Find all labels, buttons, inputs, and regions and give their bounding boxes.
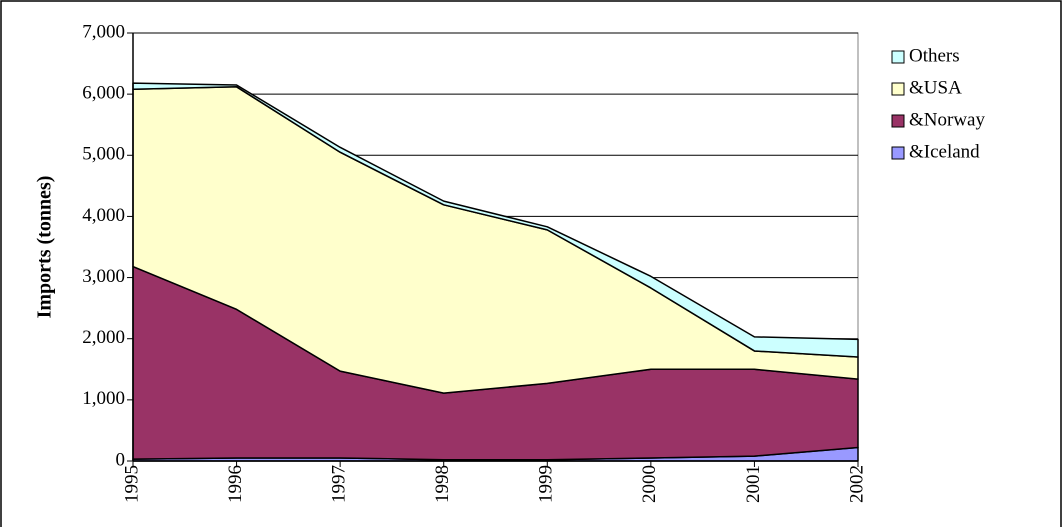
x-tick-label: 2001 <box>743 465 764 503</box>
legend-swatch <box>891 146 905 160</box>
x-tick-label: 1996 <box>225 465 246 503</box>
x-tick-label: 1995 <box>121 465 142 503</box>
legend-label: &Iceland <box>909 141 980 162</box>
legend-label: &Norway <box>909 109 985 130</box>
legend-swatch <box>891 82 905 96</box>
y-tick-label: 3,000 <box>82 266 125 287</box>
legend-swatch <box>891 50 905 64</box>
y-axis-label: Imports (tonnes) <box>34 176 56 319</box>
y-tick-label: 4,000 <box>82 205 125 226</box>
y-tick-label: 0 <box>116 449 126 470</box>
y-tick-label: 2,000 <box>82 327 125 348</box>
y-tick-label: 1,000 <box>82 388 125 409</box>
legend-label: Others <box>909 45 960 66</box>
x-tick-label: 1997 <box>329 465 350 503</box>
legend-swatch <box>891 114 905 128</box>
x-tick-label: 2002 <box>846 465 867 503</box>
x-tick-label: 1999 <box>536 465 557 503</box>
y-tick-label: 6,000 <box>82 83 125 104</box>
area <box>132 82 859 358</box>
y-tick-label: 7,000 <box>82 21 125 42</box>
x-tick-label: 1998 <box>432 465 453 503</box>
y-tick-label: 5,000 <box>82 144 125 165</box>
legend-label: &USA <box>909 77 962 98</box>
x-tick-label: 2000 <box>639 465 660 503</box>
